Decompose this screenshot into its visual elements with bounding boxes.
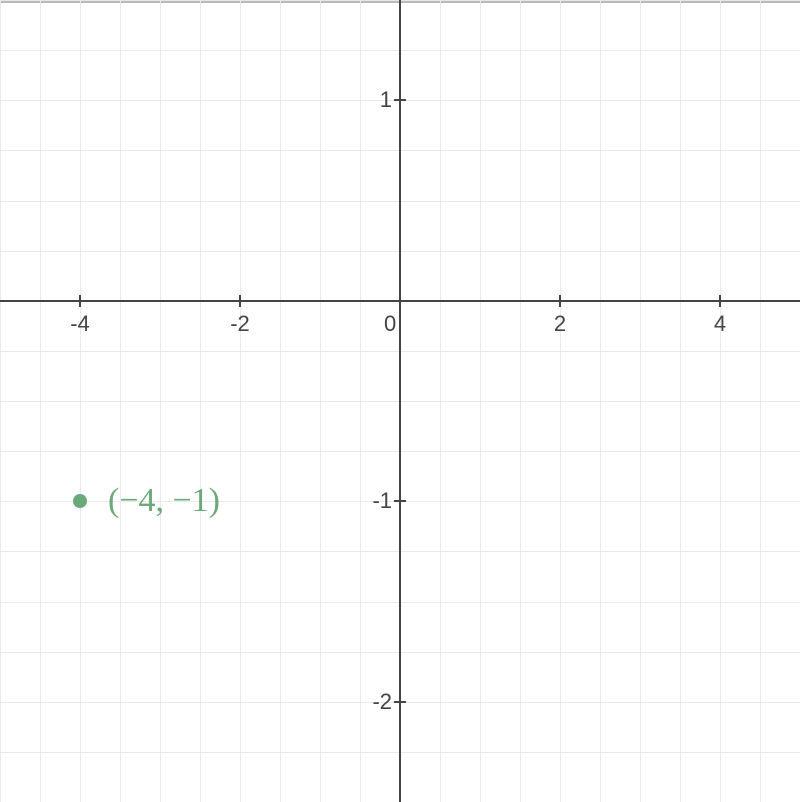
y-axis-tick (394, 701, 406, 703)
point-label: (−4, −1) (108, 482, 220, 520)
y-axis-tick (394, 500, 406, 502)
y-tick-label: -1 (364, 488, 392, 514)
x-tick-label: 2 (554, 311, 566, 337)
x-axis-tick (239, 295, 241, 307)
x-axis-tick (559, 295, 561, 307)
y-tick-label: 1 (364, 87, 392, 113)
y-tick-label: -2 (364, 689, 392, 715)
x-tick-label: -2 (230, 311, 250, 337)
x-tick-label: -4 (70, 311, 90, 337)
y-axis (399, 0, 401, 802)
y-axis-tick (394, 99, 406, 101)
x-axis (0, 300, 800, 302)
x-tick-label: 0 (384, 311, 396, 337)
plotted-point (73, 494, 87, 508)
x-tick-label: 4 (714, 311, 726, 337)
x-axis-tick (719, 295, 721, 307)
x-axis-tick (79, 295, 81, 307)
coordinate-plane: -4 -2 0 2 4 1 -1 -2 (−4, −1) (0, 0, 800, 802)
